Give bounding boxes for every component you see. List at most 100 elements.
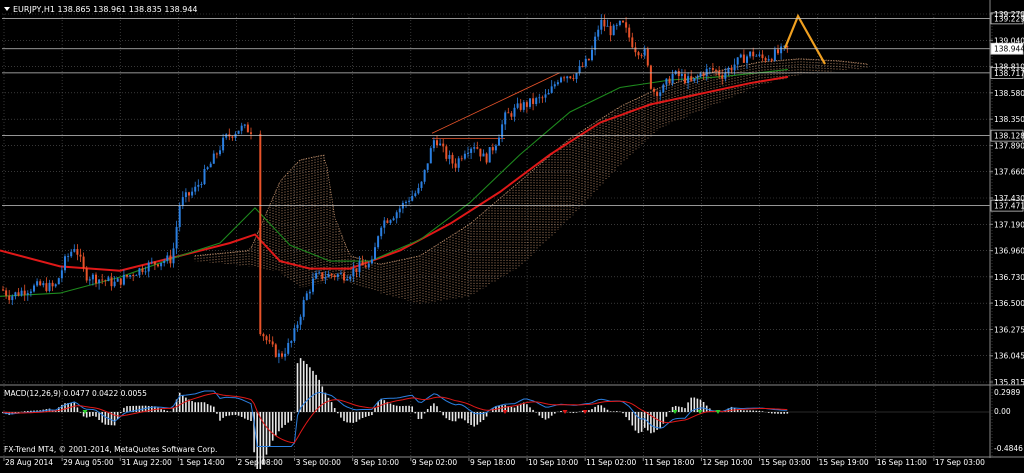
candle-bear <box>246 124 249 133</box>
candle-bear <box>39 281 42 286</box>
candle-bear <box>777 49 779 54</box>
candle-bull <box>107 277 110 282</box>
macd-signal-arrow-icon <box>582 410 588 414</box>
candle-bull <box>575 73 578 80</box>
price-level-label: 137.471 <box>994 202 1024 211</box>
candle-bear <box>677 71 680 77</box>
price-level-box <box>990 12 1024 25</box>
candle-bull <box>349 276 352 280</box>
dropdown-triangle-icon[interactable] <box>4 7 10 11</box>
candle-bull <box>680 74 683 77</box>
candle-bull <box>560 77 562 83</box>
candle-bull <box>172 248 175 264</box>
candle-bear <box>17 292 20 296</box>
candle-bear <box>572 78 575 80</box>
candle-bear <box>786 45 789 48</box>
candle-bull <box>389 220 392 223</box>
time-axis[interactable]: 28 Aug 2014 29 Aug 05:00 31 Aug 22:00 1 Sep… <box>3 458 985 467</box>
candle-bear <box>76 249 79 255</box>
macd-panel[interactable] <box>0 358 1024 473</box>
candle-bull <box>522 102 525 110</box>
candle-bull <box>29 291 32 294</box>
price-axis[interactable]: 139.270 139.040 138.810 138.580 138.350 137.8… <box>989 0 1024 458</box>
price-level-label: 138.944 <box>994 45 1024 54</box>
candle-bull <box>547 92 550 95</box>
candle-bull <box>178 205 181 227</box>
candle-bull <box>594 36 597 50</box>
candle-bull <box>687 76 690 84</box>
candle-bear <box>646 48 649 66</box>
candle-bear <box>169 255 172 264</box>
candle-bull <box>618 20 621 25</box>
candle-bull <box>184 192 187 198</box>
candle-bull <box>538 97 541 99</box>
candle-bull <box>374 247 376 260</box>
candle-bear <box>268 340 271 342</box>
price-level-label: 139.229 <box>994 14 1024 23</box>
price-level-box <box>990 129 1024 142</box>
candle-bull <box>392 218 395 221</box>
candle-bull <box>287 342 290 354</box>
cloud-edge <box>194 58 868 265</box>
price-tick-label: 137.430 <box>994 194 1024 203</box>
candle-bull <box>20 290 23 296</box>
candle-bull <box>767 59 770 61</box>
candle-bull <box>219 150 221 155</box>
macd-signal-line <box>2 392 788 444</box>
forecast-path <box>783 13 826 65</box>
candle-bear <box>668 78 671 84</box>
candle-bull <box>395 212 398 219</box>
price-level-label: 138.717 <box>994 69 1024 78</box>
candle-bear <box>628 27 631 38</box>
time-tick-label: 15 Sep 03:00 <box>761 458 811 467</box>
candle-bull <box>643 48 646 56</box>
time-tick-label: 16 Sep 11:00 <box>877 458 927 467</box>
candle-bull <box>305 293 308 301</box>
candle-bear <box>265 336 268 341</box>
candle-bull <box>358 261 361 273</box>
candle-bear <box>525 102 528 107</box>
candle-bear <box>2 289 4 291</box>
candle-bear <box>690 76 693 81</box>
price-tick-label: 135.815 <box>994 378 1024 387</box>
price-tick-label: 139.040 <box>994 36 1024 45</box>
candle-bull <box>783 45 786 47</box>
candle-bull <box>501 124 504 138</box>
candle-bull <box>64 256 66 271</box>
candle-bull <box>175 226 178 249</box>
candle-bear <box>85 268 88 281</box>
candle-bear <box>188 192 190 196</box>
candle-bull <box>696 76 699 79</box>
candle-bear <box>761 54 764 59</box>
candle-bear <box>770 59 773 61</box>
candle-bear <box>649 65 652 89</box>
candle-bull <box>296 324 299 329</box>
candle-bull <box>380 227 383 237</box>
candle-bull <box>498 137 500 146</box>
candle-bull <box>699 73 702 77</box>
candle-bear <box>442 143 445 147</box>
candle-bull <box>724 72 727 79</box>
candle-bear <box>364 265 367 268</box>
price-tick-label: 136.730 <box>994 273 1024 282</box>
candle-bull <box>277 353 280 357</box>
candle-bull <box>346 279 349 281</box>
candle-bear <box>656 91 659 96</box>
candle-bear <box>271 341 274 345</box>
candle-bear <box>8 295 11 301</box>
candle-bear <box>126 274 128 277</box>
candle-bull <box>73 249 76 252</box>
time-tick-label: 11 Sep 02:00 <box>586 458 636 467</box>
candle-bull <box>144 271 147 273</box>
candle-bull <box>191 191 194 196</box>
candle-bull <box>315 273 318 279</box>
candle-bear <box>321 272 324 279</box>
candle-bear <box>519 103 522 110</box>
candle-bull <box>91 274 94 280</box>
candle-bull <box>417 187 420 194</box>
candle-bull <box>243 124 246 126</box>
candle-bull <box>212 153 215 164</box>
candle-bull <box>659 92 662 96</box>
